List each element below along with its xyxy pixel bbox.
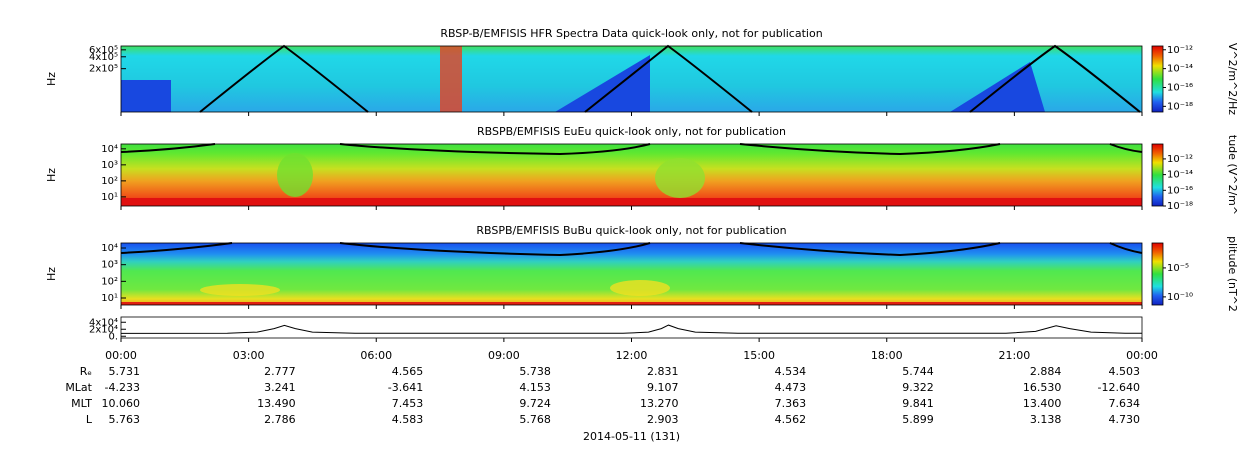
y-tick-label: 2x10⁴ xyxy=(89,324,118,335)
ephemeris-value: 3.138 xyxy=(1030,413,1062,426)
y-tick-label: 6x10⁵ xyxy=(89,45,118,56)
colorbar-label: V^2/m^2/Hz xyxy=(1226,43,1239,115)
colorbar-tick-label: 10⁻¹⁴ xyxy=(1167,170,1193,181)
colorbar-tick-label: 10⁻¹² xyxy=(1167,45,1193,56)
ephemeris-value: 4.730 xyxy=(1109,413,1141,426)
spectrogram-image xyxy=(120,143,1143,206)
ephemeris-value: 4.562 xyxy=(775,413,807,426)
ephemeris-value: 5.731 xyxy=(109,365,141,378)
y-axis-label: Hz xyxy=(45,168,58,182)
colorbar-tick-label: 10⁻¹⁸ xyxy=(1167,101,1193,112)
colorbar xyxy=(1151,242,1164,306)
ephemeris-row-label: MLat xyxy=(65,381,92,394)
ephemeris-value: 2.786 xyxy=(264,413,296,426)
ephemeris-value: 4.473 xyxy=(775,381,807,394)
colorbar-tick-label: 10⁻¹⁶ xyxy=(1167,185,1193,196)
y-axis-label: Hz xyxy=(45,72,58,86)
y-tick-label: 10¹ xyxy=(101,192,118,203)
ephemeris-value: 5.768 xyxy=(519,413,551,426)
y-tick-label: 10⁴ xyxy=(101,144,118,155)
y-tick-label: 10¹ xyxy=(101,293,118,304)
ephemeris-value: 4.503 xyxy=(1109,365,1141,378)
panel-frame xyxy=(120,316,1143,339)
y-tick-label: 10² xyxy=(101,176,118,187)
x-tick-label: 06:00 xyxy=(360,349,392,362)
y-tick-label: 10⁴ xyxy=(101,243,118,254)
x-tick-label: 00:00 xyxy=(1126,349,1158,362)
y-tick-label: 2x10⁵ xyxy=(89,64,118,75)
ephemeris-row-label: Rₑ xyxy=(80,365,92,378)
panel-title: RBSPB/EMFISIS BuBu quick-look only, not … xyxy=(476,224,786,237)
colorbar xyxy=(1151,45,1164,113)
ephemeris-value: 4.583 xyxy=(392,413,424,426)
colorbar-tick-label: 10⁻¹⁰ xyxy=(1167,292,1193,303)
y-tick-label: 10² xyxy=(101,276,118,287)
ephemeris-value: 9.724 xyxy=(519,397,551,410)
panel-title: RBSPB/EMFISIS EuEu quick-look only, not … xyxy=(477,125,786,138)
ephemeris-value: -4.233 xyxy=(105,381,140,394)
ephemeris-value: 9.841 xyxy=(902,397,934,410)
colorbar-tick-label: 10⁻¹⁸ xyxy=(1167,201,1193,212)
ephemeris-value: 7.363 xyxy=(775,397,807,410)
y-tick-label: 0. xyxy=(108,331,118,342)
ephemeris-row-label: L xyxy=(86,413,93,426)
colorbar-label: plitude (nT^2 xyxy=(1226,236,1239,312)
ephemeris-value: 4.153 xyxy=(519,381,551,394)
x-tick-label: 00:00 xyxy=(105,349,137,362)
colorbar-tick-label: 10⁻¹⁴ xyxy=(1167,64,1193,75)
ephemeris-value: 13.400 xyxy=(1023,397,1062,410)
colorbar-tick-label: 10⁻¹⁶ xyxy=(1167,82,1193,93)
colorbar xyxy=(1151,143,1164,207)
x-tick-label: 03:00 xyxy=(233,349,265,362)
ephemeris-value: -12.640 xyxy=(1098,381,1140,394)
y-tick-label: 4x10⁴ xyxy=(89,317,118,328)
ephemeris-value: 9.107 xyxy=(647,381,679,394)
ephemeris-value: 7.634 xyxy=(1109,397,1141,410)
colorbar-tick-label: 10⁻⁵ xyxy=(1167,263,1189,274)
panel-title: RBSP-B/EMFISIS HFR Spectra Data quick-lo… xyxy=(440,27,822,40)
x-tick-label: 12:00 xyxy=(616,349,648,362)
spectrogram-image xyxy=(120,242,1143,305)
x-tick-label: 18:00 xyxy=(871,349,903,362)
y-tick-label: 10³ xyxy=(101,260,118,271)
ephemeris-value: 4.534 xyxy=(775,365,807,378)
y-axis-label: Hz xyxy=(45,267,58,281)
ephemeris-value: 10.060 xyxy=(102,397,141,410)
x-tick-label: 15:00 xyxy=(743,349,775,362)
colorbar-tick-label: 10⁻¹² xyxy=(1167,154,1193,165)
x-tick-label: 21:00 xyxy=(999,349,1031,362)
ephemeris-value: 5.763 xyxy=(109,413,141,426)
ephemeris-value: 13.270 xyxy=(640,397,679,410)
y-tick-label: 4x10⁵ xyxy=(89,52,118,63)
ephemeris-value: 2.884 xyxy=(1030,365,1062,378)
x-tick-label: 09:00 xyxy=(488,349,520,362)
data-line xyxy=(120,324,1142,334)
ephemeris-value: 13.490 xyxy=(257,397,296,410)
ephemeris-value: 9.322 xyxy=(902,381,934,394)
ephemeris-value: 5.744 xyxy=(902,365,934,378)
ephemeris-value: -3.641 xyxy=(388,381,423,394)
date-label: 2014-05-11 (131) xyxy=(583,430,680,443)
ephemeris-value: 2.903 xyxy=(647,413,679,426)
ephemeris-value: 7.453 xyxy=(392,397,424,410)
ephemeris-value: 2.831 xyxy=(647,365,679,378)
y-tick-label: 10³ xyxy=(101,160,118,171)
colorbar-label: tude (V^2/m^ xyxy=(1226,135,1239,215)
ephemeris-value: 5.738 xyxy=(519,365,551,378)
ephemeris-value: 3.241 xyxy=(264,381,296,394)
ephemeris-value: 5.899 xyxy=(902,413,934,426)
ephemeris-row-label: MLT xyxy=(71,397,92,410)
spectrogram-image xyxy=(121,44,1142,113)
ephemeris-value: 4.565 xyxy=(392,365,424,378)
ephemeris-value: 2.777 xyxy=(264,365,296,378)
ephemeris-value: 16.530 xyxy=(1023,381,1062,394)
